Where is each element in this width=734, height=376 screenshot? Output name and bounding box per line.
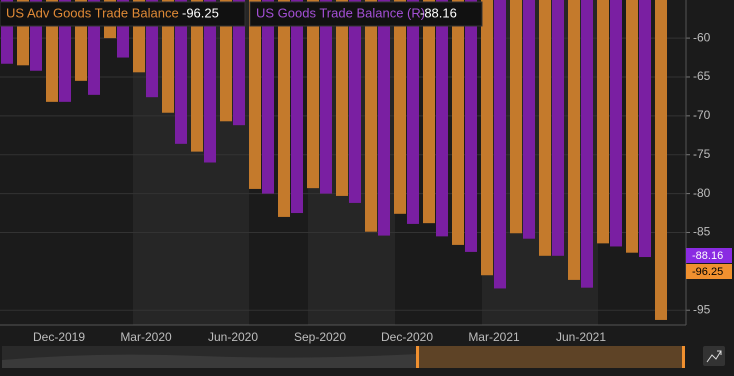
navigator-handle[interactable] — [682, 346, 685, 368]
bar — [568, 0, 580, 280]
x-tick-label: Sep-2020 — [294, 330, 346, 344]
bar — [249, 0, 261, 189]
navigator-preview — [2, 354, 418, 368]
zoom-button[interactable] — [703, 346, 725, 366]
bar — [407, 0, 419, 224]
bar — [220, 0, 232, 122]
bar — [465, 0, 477, 252]
navigator-selection[interactable] — [418, 346, 684, 368]
bar — [278, 0, 290, 217]
bar — [452, 0, 464, 245]
bar — [581, 0, 593, 288]
bar — [539, 0, 551, 256]
y-tick-label: -65 — [693, 69, 711, 83]
last-value-badge — [686, 248, 732, 263]
bar — [349, 0, 361, 203]
bar — [597, 0, 609, 244]
legend-label: US Adv Goods Trade Balance — [6, 5, 179, 20]
x-tick-label: Jun-2020 — [208, 330, 258, 344]
y-tick-label: -60 — [693, 30, 711, 44]
bar — [204, 0, 216, 163]
bar — [307, 0, 319, 189]
legend-value: -88.16 — [420, 5, 457, 20]
bar — [552, 0, 564, 256]
x-tick-label: Mar-2020 — [120, 330, 172, 344]
legend-value: -96.25 — [182, 5, 219, 20]
x-tick-label: Jun-2021 — [556, 330, 606, 344]
bar — [175, 0, 187, 144]
bar — [610, 0, 622, 247]
y-tick-label: -80 — [693, 186, 711, 200]
bar — [436, 0, 448, 237]
bar — [394, 0, 406, 214]
bar — [523, 0, 535, 239]
bar — [510, 0, 522, 234]
bar — [639, 0, 651, 258]
navigator[interactable] — [2, 346, 685, 368]
y-tick-label: -85 — [693, 225, 711, 239]
x-tick-label: Mar-2021 — [468, 330, 520, 344]
legend-label: US Goods Trade Balance (R) — [256, 5, 425, 20]
last-value-badge — [686, 264, 732, 279]
bar — [291, 0, 303, 214]
x-tick-label: Dec-2020 — [381, 330, 433, 344]
y-tick-label: -70 — [693, 108, 711, 122]
bar — [162, 0, 174, 113]
navigator-handle[interactable] — [416, 346, 419, 368]
bar — [494, 0, 506, 289]
y-tick-label: -95 — [693, 302, 711, 316]
bar — [655, 0, 667, 320]
last-value-label: -88.16 — [692, 250, 723, 262]
last-value-label: -96.25 — [692, 266, 723, 278]
y-tick-label: -75 — [693, 147, 711, 161]
bar — [262, 0, 274, 194]
bar — [336, 0, 348, 196]
bar — [481, 0, 493, 276]
bar — [423, 0, 435, 224]
bar — [378, 0, 390, 236]
bar — [365, 0, 377, 232]
legend-box — [249, 1, 483, 27]
legend: US Adv Goods Trade Balance -96.25 US Goo… — [0, 1, 483, 27]
legend-box — [0, 1, 246, 27]
bar — [233, 0, 245, 126]
bar — [191, 0, 203, 152]
x-tick-label: Dec-2019 — [33, 330, 85, 344]
zoom-icon — [706, 350, 722, 363]
bar — [320, 0, 332, 194]
bar — [626, 0, 638, 253]
zoom-button-bg[interactable] — [703, 346, 725, 366]
